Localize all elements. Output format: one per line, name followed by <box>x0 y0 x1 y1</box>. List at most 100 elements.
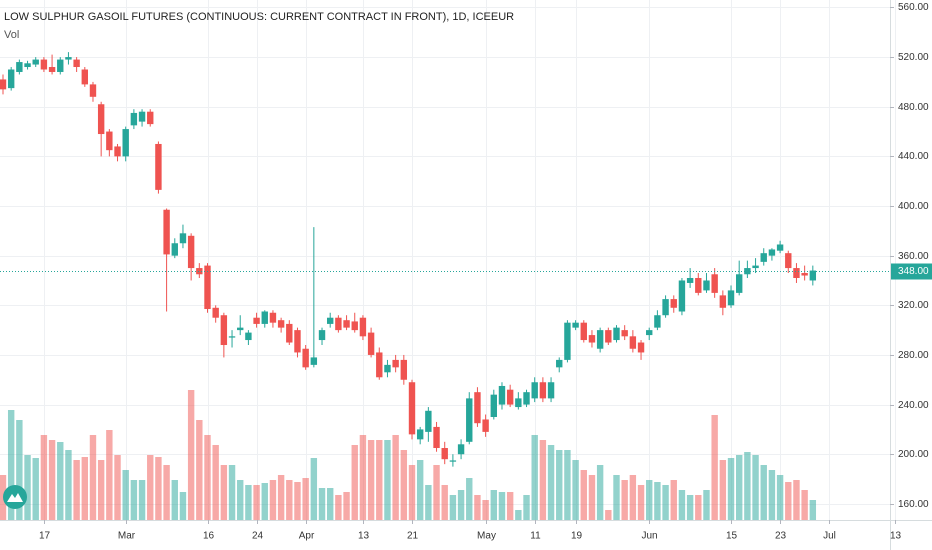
volume-bar <box>367 440 375 520</box>
volume-bar <box>474 495 481 520</box>
volume-bar <box>662 485 669 520</box>
candle-body <box>0 79 7 90</box>
candle-body <box>425 410 432 432</box>
x-tick-label: 21 <box>407 531 419 542</box>
candle-body <box>48 67 56 72</box>
candle-body <box>654 315 661 328</box>
logo-circle[interactable] <box>3 485 27 509</box>
x-tick-label: Apr <box>299 531 315 542</box>
volume-bar <box>376 440 383 520</box>
candle-body <box>57 59 64 72</box>
candle-body <box>196 268 203 275</box>
volume-bar <box>302 478 309 520</box>
chart-title: LOW SULPHUR GASOIL FUTURES (CONTINUOUS: … <box>4 11 514 23</box>
volume-bar <box>32 458 39 520</box>
candle-body <box>670 299 677 308</box>
candle-body <box>498 385 506 405</box>
volume-bar <box>646 480 653 520</box>
volume-bar <box>564 450 571 520</box>
volume-bar <box>498 492 506 520</box>
x-tick-label: Jun <box>641 531 657 542</box>
candle-body <box>506 389 514 405</box>
volume-bar <box>637 485 645 520</box>
candle-body <box>261 311 268 324</box>
volume-bar <box>466 478 473 520</box>
x-tick-label: 19 <box>571 531 583 542</box>
candle-body <box>106 131 113 151</box>
volume-bar <box>335 495 342 520</box>
volume-bar <box>237 480 244 520</box>
candle-body <box>253 317 260 324</box>
candle-body <box>7 69 15 89</box>
candle-body <box>237 327 244 331</box>
volume-bar <box>744 452 751 520</box>
logo-mark[interactable] <box>7 493 23 502</box>
x-tick-label: 23 <box>775 531 787 542</box>
volume-bar <box>57 442 64 520</box>
volume-bar <box>106 430 113 520</box>
candle-body <box>179 233 187 244</box>
candles <box>0 52 817 467</box>
volume-bar <box>547 445 555 520</box>
candle-body <box>809 270 817 281</box>
volume-bar <box>245 485 252 520</box>
volume-bar <box>433 465 440 520</box>
candle-body <box>768 249 776 256</box>
volume-bar <box>81 457 88 520</box>
volume-bar <box>138 480 146 520</box>
y-tick-label: 360.00 <box>898 251 929 262</box>
candle-body <box>703 280 710 291</box>
x-tick-label: 17 <box>39 531 51 542</box>
price-label-box <box>891 263 932 280</box>
candle-body <box>596 330 604 349</box>
volume-bar <box>171 480 178 520</box>
volume-bar <box>793 480 800 520</box>
volume-bar <box>343 492 350 520</box>
candle-body <box>466 398 473 442</box>
volume-bar <box>384 440 391 520</box>
y-tick-label: 160.00 <box>898 499 929 510</box>
candle-body <box>351 321 358 331</box>
candle-body <box>539 382 547 399</box>
candle-body <box>171 243 178 256</box>
candle-body <box>711 274 718 293</box>
candle-body <box>400 359 408 380</box>
volume-bar <box>686 495 694 520</box>
volume-bar <box>482 500 489 520</box>
volume-bar <box>531 435 538 520</box>
volume-bar <box>539 440 547 520</box>
x-tick-label: 24 <box>252 531 264 542</box>
volume-bar <box>408 465 416 520</box>
candle-body <box>776 244 784 251</box>
candle-body <box>16 62 23 72</box>
candle-body <box>637 342 645 353</box>
candle-body <box>433 426 440 449</box>
y-tick-label: 560.00 <box>898 2 929 13</box>
volume-bar <box>621 480 628 520</box>
candle-body <box>24 63 31 68</box>
candle-body <box>163 209 170 255</box>
y-tick-label: 480.00 <box>898 102 929 113</box>
volume-bar <box>48 440 56 520</box>
volume-bar <box>670 480 677 520</box>
candle-body <box>621 330 628 337</box>
volume-bar <box>752 455 759 520</box>
logo[interactable] <box>3 485 27 509</box>
x-tick-label: 11 <box>530 531 541 542</box>
volume-pane <box>0 390 817 520</box>
y-tick-label: 440.00 <box>898 151 929 162</box>
volume-bar <box>7 410 15 520</box>
volume-bar <box>703 490 710 520</box>
candle-body <box>490 394 497 417</box>
candle-body <box>515 398 522 408</box>
candle-body <box>376 352 383 378</box>
candle-body <box>220 315 228 346</box>
candle-body <box>785 253 792 269</box>
candle-body <box>81 69 88 85</box>
candle-body <box>367 332 375 355</box>
candle-body <box>662 299 669 316</box>
candle-body <box>474 392 481 424</box>
volume-bar <box>736 455 743 520</box>
